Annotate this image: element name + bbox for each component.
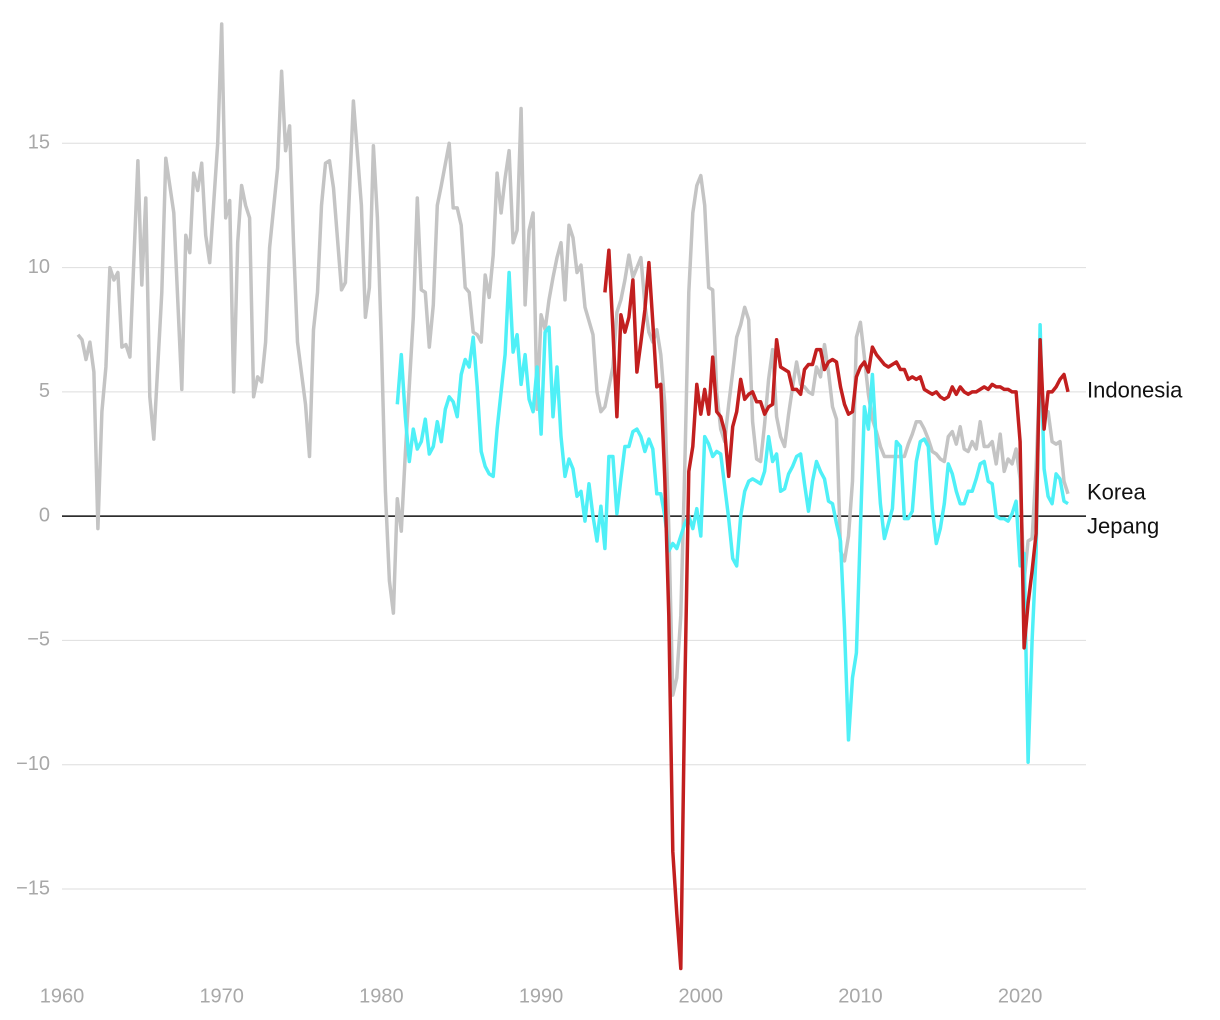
series-label: Indonesia (1087, 378, 1183, 403)
y-tick-label: 10 (28, 256, 50, 278)
series-label: Jepang (1087, 514, 1159, 539)
series-line (76, 22, 1070, 697)
series-line (603, 248, 1070, 971)
y-tick-label: −5 (27, 629, 50, 651)
y-tick-label: −10 (16, 753, 50, 775)
y-tick-label: 15 (28, 132, 50, 154)
x-tick-label: 2020 (998, 985, 1043, 1007)
y-tick-label: 0 (39, 504, 50, 526)
x-tick-label: 1990 (519, 985, 564, 1007)
x-tick-label: 2000 (679, 985, 724, 1007)
x-tick-label: 2010 (838, 985, 883, 1007)
series-label: Korea (1087, 480, 1146, 505)
y-tick-label: 5 (39, 380, 50, 402)
y-tick-label: −15 (16, 877, 50, 899)
x-tick-label: 1960 (40, 985, 85, 1007)
x-tick-label: 1980 (359, 985, 404, 1007)
series-line (395, 270, 1069, 764)
x-tick-label: 1970 (199, 985, 244, 1007)
